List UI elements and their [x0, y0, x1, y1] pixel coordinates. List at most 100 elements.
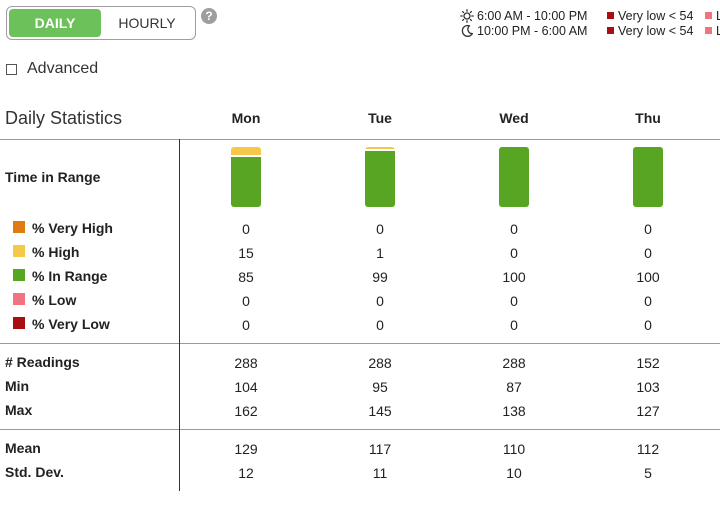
very-low-swatch [13, 317, 25, 329]
cell-very-low: 0 [510, 317, 518, 333]
very-low-day-label: Very low < 54 [618, 8, 694, 23]
cell-very-high: 0 [644, 221, 652, 237]
view-toggle: DAILY HOURLY [6, 6, 196, 40]
advanced-checkbox[interactable] [6, 63, 17, 75]
sun-icon [460, 8, 474, 23]
std-dev-label: Std. Dev. [5, 464, 64, 480]
cell-readings: 288 [234, 355, 258, 371]
cell-high: 0 [644, 245, 652, 261]
day-time-range: 6:00 AM - 10:00 PM [477, 8, 588, 23]
stats-title: Daily Statistics [5, 108, 123, 128]
legend-very-low-day: Very low < 54 [607, 9, 705, 23]
very-low-swatch [607, 27, 614, 34]
header-divider [0, 139, 720, 140]
very-low-label: % Very Low [32, 316, 110, 332]
cell-mean: 110 [502, 441, 526, 457]
min-label: Min [5, 378, 30, 394]
cell-min: 87 [506, 379, 522, 395]
max-label: Max [5, 402, 33, 418]
range-legend: 6:00 AM - 10:00 PM Very low < 54 Lo 10:0… [460, 8, 720, 38]
time-in-range-bar [499, 147, 529, 207]
advanced-label: Advanced [27, 60, 99, 77]
cell-high: 1 [376, 245, 384, 261]
in-range-swatch [13, 269, 25, 281]
day-header-mon: Mon [231, 110, 261, 126]
readings-label: # Readings [5, 354, 80, 370]
day-header-tue: Tue [368, 110, 392, 126]
legend-low-night: Lo [705, 24, 720, 38]
cell-std-dev: 10 [506, 465, 522, 481]
in-range-segment [633, 147, 663, 207]
cell-very-high: 0 [510, 221, 518, 237]
cell-max: 145 [368, 403, 392, 419]
cell-low: 0 [510, 293, 518, 309]
cell-mean: 117 [368, 441, 392, 457]
night-time-range: 10:00 PM - 6:00 AM [477, 23, 588, 38]
cell-std-dev: 12 [238, 465, 254, 481]
very-low-swatch [607, 12, 614, 19]
segment-separator [231, 155, 261, 157]
moon-icon [461, 24, 474, 37]
cell-std-dev: 11 [372, 465, 388, 481]
cell-very-high: 0 [242, 221, 250, 237]
low-label: % Low [32, 292, 77, 308]
cell-in-range: 99 [372, 269, 388, 285]
low-swatch [13, 293, 25, 305]
very-low-night-label: Very low < 54 [618, 23, 694, 38]
cell-min: 103 [636, 379, 660, 395]
cell-mean: 112 [636, 441, 660, 457]
column-divider [179, 139, 180, 491]
cell-readings: 288 [368, 355, 392, 371]
cell-low: 0 [376, 293, 384, 309]
very-high-label: % Very High [32, 220, 113, 236]
section-divider [0, 343, 720, 344]
high-segment [365, 147, 395, 149]
cell-very-low: 0 [644, 317, 652, 333]
cell-high: 15 [238, 245, 254, 261]
cell-max: 127 [636, 403, 660, 419]
cell-low: 0 [644, 293, 652, 309]
cell-mean: 129 [234, 441, 258, 457]
hourly-tab[interactable]: HOURLY [118, 15, 176, 31]
cell-in-range: 100 [502, 269, 526, 285]
cell-very-low: 0 [242, 317, 250, 333]
high-swatch [13, 245, 25, 257]
cell-low: 0 [242, 293, 250, 309]
day-header-wed: Wed [499, 110, 529, 126]
cell-very-low: 0 [376, 317, 384, 333]
legend-low-day: Lo [705, 9, 720, 23]
cell-max: 162 [234, 403, 258, 419]
cell-min: 95 [372, 379, 388, 395]
time-in-range-label: Time in Range [5, 169, 101, 185]
segment-separator [365, 149, 395, 151]
cell-very-high: 0 [376, 221, 384, 237]
legend-very-low-night: Very low < 54 [607, 24, 705, 38]
low-swatch [705, 12, 712, 19]
cell-readings: 288 [502, 355, 526, 371]
time-in-range-bar [633, 147, 663, 207]
daily-tab[interactable]: DAILY [9, 9, 101, 37]
in-range-segment [499, 147, 529, 207]
high-label: % High [32, 244, 80, 260]
in-range-segment [365, 151, 395, 207]
cell-std-dev: 5 [644, 465, 652, 481]
help-icon[interactable]: ? [201, 8, 217, 24]
legend-night-row: 10:00 PM - 6:00 AM Very low < 54 Lo [460, 23, 720, 38]
cell-in-range: 85 [238, 269, 254, 285]
time-in-range-bar [365, 147, 395, 207]
cell-min: 104 [234, 379, 258, 395]
very-high-swatch [13, 221, 25, 233]
in-range-label: % In Range [32, 268, 108, 284]
time-in-range-bar [231, 147, 261, 207]
mean-label: Mean [5, 440, 41, 456]
day-header-thu: Thu [635, 110, 661, 126]
cell-in-range: 100 [636, 269, 660, 285]
low-swatch [705, 27, 712, 34]
in-range-segment [231, 157, 261, 207]
cell-high: 0 [510, 245, 518, 261]
section-divider [0, 429, 720, 430]
cell-readings: 152 [636, 355, 660, 371]
low-day-label: Lo [716, 8, 720, 23]
advanced-toggle[interactable]: Advanced [6, 60, 98, 78]
cell-max: 138 [502, 403, 526, 419]
